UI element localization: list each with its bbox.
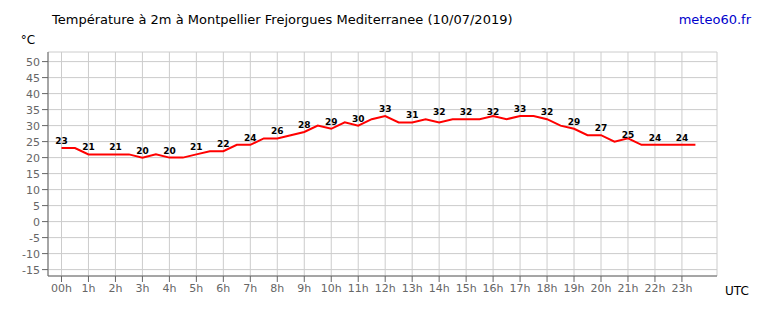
svg-text:27: 27 [595,123,608,133]
svg-text:14h: 14h [429,282,450,295]
svg-text:21: 21 [190,142,203,152]
svg-text:10: 10 [26,184,40,197]
svg-text:40: 40 [26,88,40,101]
svg-text:-10: -10 [22,248,40,261]
svg-text:24: 24 [244,133,257,143]
svg-text:25: 25 [26,136,40,149]
svg-text:32: 32 [541,107,554,117]
svg-text:24: 24 [676,133,689,143]
svg-text:16h: 16h [483,282,504,295]
svg-text:30: 30 [26,120,40,133]
svg-text:15: 15 [26,168,40,181]
svg-text:32: 32 [460,107,473,117]
svg-text:12h: 12h [375,282,396,295]
svg-text:25: 25 [622,130,635,140]
svg-text:8h: 8h [270,282,284,295]
svg-text:23: 23 [55,136,68,146]
svg-text:21h: 21h [617,282,638,295]
html-text:Température à 2m à Montpellier: Température à 2m à Montpellier Frejorgue… [52,11,513,27]
svg-text:2h: 2h [108,282,122,295]
svg-text:-15: -15 [22,264,40,277]
svg-text:32: 32 [487,107,500,117]
svg-text:9h: 9h [297,282,311,295]
svg-text:20: 20 [163,146,176,156]
svg-text:11h: 11h [348,282,369,295]
svg-text:32: 32 [433,107,446,117]
svg-text:19h: 19h [564,282,585,295]
svg-text:0: 0 [33,216,40,229]
svg-text:22h: 22h [644,282,665,295]
svg-text:28: 28 [298,120,311,130]
svg-text:33: 33 [514,104,527,114]
svg-text:21: 21 [109,142,122,152]
svg-text:45: 45 [26,72,40,85]
svg-text:UTC: UTC [725,284,749,298]
svg-text:29: 29 [568,117,581,127]
html-text:meteo60.fr: meteo60.fr [678,11,751,27]
svg-text:13h: 13h [402,282,423,295]
svg-text:10h: 10h [321,282,342,295]
svg-text:20: 20 [136,146,149,156]
svg-text:30: 30 [352,114,365,124]
svg-text:15h: 15h [456,282,477,295]
svg-text:33: 33 [379,104,392,114]
svg-text:21: 21 [82,142,95,152]
svg-text:7h: 7h [243,282,257,295]
svg-text:20: 20 [26,152,40,165]
svg-text:5h: 5h [189,282,203,295]
svg-text:18h: 18h [537,282,558,295]
svg-text:26: 26 [271,126,284,136]
svg-text:1h: 1h [81,282,95,295]
svg-text:20h: 20h [591,282,612,295]
svg-text:5: 5 [33,200,40,213]
svg-text:22: 22 [217,139,230,149]
svg-text:3h: 3h [135,282,149,295]
svg-text:17h: 17h [510,282,531,295]
svg-text:50: 50 [26,56,40,69]
svg-text:23h: 23h [671,282,692,295]
svg-text:24: 24 [649,133,662,143]
svg-text:00h: 00h [51,282,72,295]
svg-text:29: 29 [325,117,338,127]
svg-text:-5: -5 [29,232,40,245]
svg-text:31: 31 [406,110,419,120]
svg-text:4h: 4h [162,282,176,295]
svg-text:35: 35 [26,104,40,117]
svg-text:°C: °C [21,33,35,47]
svg-text:6h: 6h [216,282,230,295]
